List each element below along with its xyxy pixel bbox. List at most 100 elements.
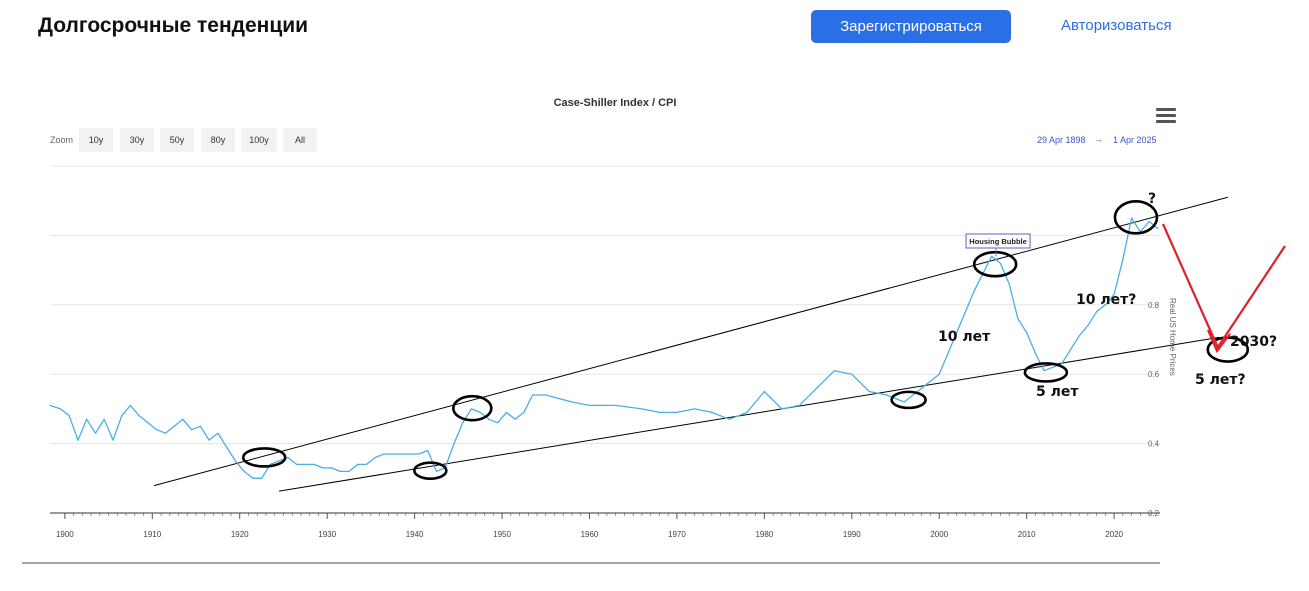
zoom-30y-button[interactable]: 30y <box>120 128 154 152</box>
data-point <box>999 262 1002 264</box>
data-point <box>588 404 591 407</box>
y-tick-label: 0.8 <box>1148 301 1160 310</box>
data-point <box>693 408 696 410</box>
data-point <box>1104 304 1106 306</box>
data-point <box>217 432 219 434</box>
y-tick-label: 0.6 <box>1148 370 1160 379</box>
data-point <box>191 429 193 431</box>
flag-box <box>965 233 1031 249</box>
register-button[interactable]: Зарегистрироваться <box>811 10 1011 43</box>
data-point <box>545 394 547 396</box>
data-point <box>514 418 516 420</box>
highlight-circle <box>452 394 493 422</box>
data-point <box>1130 217 1133 219</box>
data-point <box>1017 318 1019 320</box>
highlight-circle <box>1113 200 1159 235</box>
flag-label: Housing Bubble <box>969 237 1027 246</box>
data-point <box>746 411 748 413</box>
data-point <box>1034 352 1037 354</box>
data-point <box>728 418 730 420</box>
x-tick-label: 1960 <box>581 530 599 539</box>
x-tick-label: 2000 <box>930 530 948 539</box>
data-point <box>374 456 376 459</box>
annotation-question: ? <box>1148 191 1156 207</box>
y-tick-label: 0.2 <box>1148 509 1160 518</box>
data-point <box>129 404 132 407</box>
data-point <box>121 415 123 417</box>
data-point <box>956 331 958 334</box>
data-point <box>173 425 175 427</box>
zoom-50y-button[interactable]: 50y <box>160 128 194 152</box>
data-point <box>383 453 385 455</box>
highlight-circle <box>241 447 287 468</box>
data-point <box>1148 220 1150 223</box>
data-point <box>59 408 62 410</box>
data-point <box>991 255 993 257</box>
range-start-input[interactable]: 29 Apr 1898 <box>1037 135 1086 145</box>
data-point <box>322 467 324 469</box>
range-end-input[interactable]: 1 Apr 2025 <box>1113 135 1157 145</box>
data-point <box>1096 311 1098 313</box>
upper-trendline <box>153 196 1228 487</box>
data-point <box>182 418 184 420</box>
data-point <box>427 449 429 452</box>
series-layer <box>49 217 1159 479</box>
highlight-circle <box>413 461 448 480</box>
highlight-circles <box>241 200 1250 480</box>
data-point <box>138 415 140 417</box>
data-point <box>1087 325 1089 327</box>
zoom-all-button[interactable]: All <box>283 128 317 152</box>
arrow-head <box>1206 329 1231 354</box>
x-tick-label: 1930 <box>318 530 336 539</box>
zoom-80y-button[interactable]: 80y <box>201 128 235 152</box>
data-point <box>199 425 201 427</box>
data-point <box>816 387 818 389</box>
data-point <box>77 439 79 441</box>
x-tick-label: 2020 <box>1105 530 1123 539</box>
forecast-arrows <box>1161 223 1286 354</box>
data-point <box>164 432 167 434</box>
data-point <box>226 446 228 448</box>
zoom-10y-button[interactable]: 10y <box>79 128 113 152</box>
forecast-arrow <box>1161 223 1221 351</box>
login-link[interactable]: Авторизоваться <box>1061 17 1172 34</box>
data-point <box>470 408 473 410</box>
data-point <box>523 411 525 413</box>
x-tick-label: 1900 <box>56 530 74 539</box>
zoom-100y-button[interactable]: 100y <box>241 128 277 152</box>
x-tick-label: 2010 <box>1018 530 1036 539</box>
data-point <box>711 411 713 413</box>
data-point <box>1069 349 1071 351</box>
data-point <box>1008 283 1010 285</box>
annotation-5-years-question: 5 лет? <box>1195 372 1246 388</box>
data-point <box>1026 331 1028 334</box>
chart-title: Case-Shiller Index / CPI <box>553 97 677 109</box>
data-point <box>313 463 315 466</box>
y-axis: 0.2 0.4 0.6 0.8 <box>1148 301 1160 518</box>
data-point <box>392 453 394 455</box>
data-point <box>348 470 350 472</box>
data-point <box>418 453 420 455</box>
highlight-circle <box>1023 362 1069 383</box>
data-point <box>571 401 573 403</box>
data-point <box>68 415 70 417</box>
data-point <box>339 470 341 472</box>
data-point <box>147 422 149 424</box>
data-point <box>400 453 403 455</box>
data-point <box>676 411 678 413</box>
data-point <box>49 404 51 407</box>
data-point <box>1043 370 1045 372</box>
data-point <box>86 418 88 420</box>
x-tick-label: 1970 <box>668 530 686 539</box>
trendline-layer <box>153 196 1228 492</box>
data-point <box>243 470 245 472</box>
x-tick-label: 1990 <box>843 530 861 539</box>
data-point <box>851 373 853 375</box>
data-point <box>1078 335 1080 337</box>
x-tick-label: 1940 <box>406 530 424 539</box>
hamburger-menu-icon[interactable] <box>1156 108 1176 124</box>
data-point <box>1061 363 1063 365</box>
data-point <box>357 463 359 466</box>
data-point <box>365 463 368 466</box>
